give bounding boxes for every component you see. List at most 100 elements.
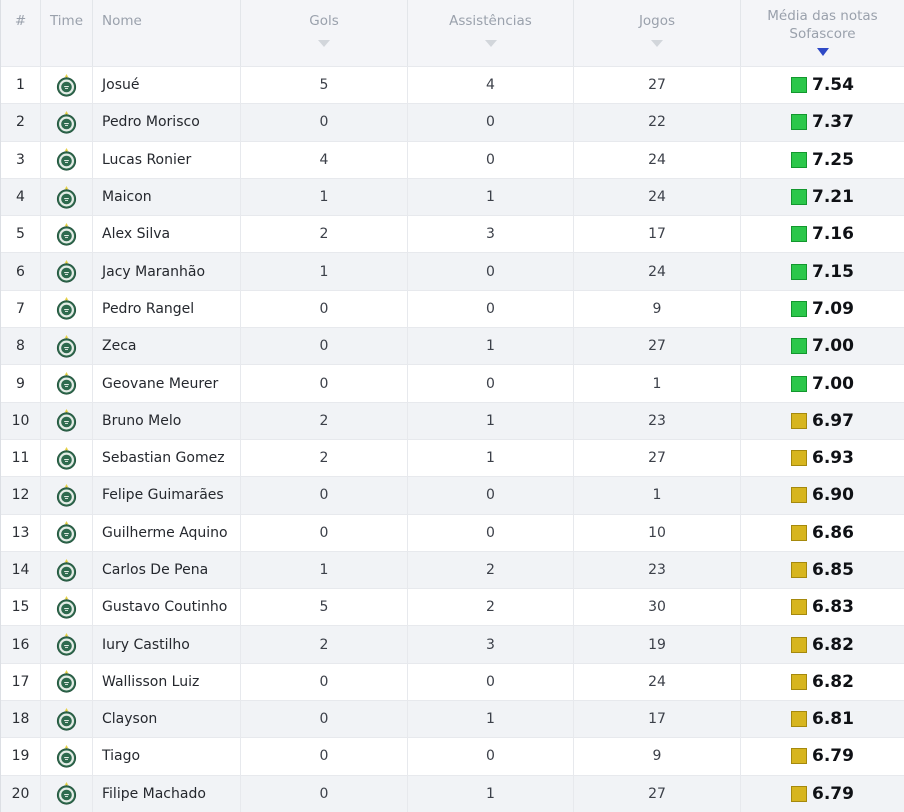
player-goals: 0	[241, 365, 408, 402]
table-row[interactable]: 17 Wallisson Luiz 0 0 24 6.82	[1, 662, 904, 701]
player-rank: 2	[1, 104, 41, 141]
team-cell	[41, 738, 93, 775]
player-name: Josué	[93, 67, 241, 104]
sort-descending-icon	[484, 39, 497, 47]
team-cell	[41, 439, 93, 477]
table-row[interactable]: 7 Pedro Rangel 0 0 9 7.09	[1, 289, 904, 328]
player-games: 24	[574, 663, 741, 701]
player-games: 1	[574, 365, 741, 402]
table-row[interactable]: 11 Sebastian Gomez 2 1 27 6.93	[1, 438, 904, 477]
player-goals: 2	[241, 439, 408, 477]
column-header-rating[interactable]: Média das notas Sofascore	[741, 0, 904, 66]
column-header-games[interactable]: Jogos	[574, 0, 741, 66]
player-rank: 18	[1, 701, 41, 738]
team-cell	[41, 328, 93, 365]
table-row[interactable]: 18 Clayson 0 1 17 6.81	[1, 700, 904, 738]
rank-header-label: #	[14, 13, 27, 29]
rating-badge: 6.90	[741, 477, 904, 513]
player-assists: 1	[408, 402, 574, 439]
assists-header-label: Assistências	[449, 13, 532, 29]
player-games: 24	[574, 141, 741, 178]
table-row[interactable]: 3 Lucas Ronier 4 0 24 7.25	[1, 140, 904, 178]
rating-value: 7.25	[812, 149, 854, 170]
coritiba-crest-icon	[56, 148, 77, 171]
rating-square-icon	[791, 77, 808, 94]
table-row[interactable]: 9 Geovane Meurer 0 0 1 7.00	[1, 364, 904, 402]
table-row[interactable]: 16 Iury Castilho 2 3 19 6.82	[1, 625, 904, 663]
player-name: Carlos De Pena	[93, 551, 241, 589]
team-cell	[41, 701, 93, 738]
sort-descending-icon	[651, 39, 663, 47]
column-header-rank: #	[1, 0, 41, 66]
team-cell	[41, 290, 93, 328]
rating-value: 7.16	[812, 224, 854, 245]
table-row[interactable]: 15 Gustavo Coutinho 5 2 30 6.83	[1, 588, 904, 626]
rating-value: 6.82	[812, 671, 854, 692]
player-games: 22	[574, 104, 741, 141]
player-goals: 2	[241, 216, 408, 253]
table-row[interactable]: 13 Guilherme Aquino 0 0 10 6.86	[1, 513, 904, 551]
rating-badge: 7.37	[741, 104, 904, 140]
table-row[interactable]: 5 Alex Silva 2 3 17 7.16	[1, 215, 904, 253]
coritiba-crest-icon	[56, 73, 77, 97]
player-games: 23	[574, 402, 741, 439]
player-name: Filipe Machado	[93, 775, 241, 812]
player-name: Bruno Melo	[93, 402, 241, 439]
rating-square-icon	[791, 562, 808, 578]
coritiba-crest-icon	[56, 409, 77, 432]
player-assists: 1	[408, 328, 574, 365]
team-cell	[41, 663, 93, 701]
player-assists: 0	[408, 477, 574, 514]
rating-badge: 7.16	[741, 216, 904, 252]
player-assists: 2	[408, 551, 574, 589]
table-row[interactable]: 8 Zeca 0 1 27 7.00	[1, 327, 904, 365]
team-cell	[41, 626, 93, 663]
player-goals: 4	[241, 141, 408, 178]
active-sort-descending-icon	[816, 48, 829, 57]
player-games: 27	[574, 439, 741, 477]
table-row[interactable]: 4 Maicon 1 1 24 7.21	[1, 177, 904, 216]
column-header-assists[interactable]: Assistências	[408, 0, 574, 66]
player-name: Iury Castilho	[93, 626, 241, 663]
rating-square-icon	[791, 300, 808, 317]
table-row[interactable]: 19 Tiago 0 0 9 6.79	[1, 737, 904, 775]
team-header-label: Time	[49, 13, 84, 29]
rating-square-icon	[791, 263, 808, 280]
player-goals: 1	[241, 253, 408, 290]
player-name: Gustavo Coutinho	[93, 589, 241, 626]
rating-badge: 7.09	[741, 291, 904, 327]
rating-badge: 7.54	[741, 67, 904, 103]
coritiba-crest-icon	[56, 782, 77, 805]
player-name: Felipe Guimarães	[93, 477, 241, 514]
rating-badge: 6.82	[741, 664, 904, 700]
rating-square-icon	[791, 450, 808, 467]
player-assists: 0	[408, 514, 574, 551]
coritiba-crest-icon	[56, 483, 77, 507]
coritiba-crest-icon	[56, 558, 77, 582]
team-cell	[41, 104, 93, 141]
rating-square-icon	[791, 226, 808, 243]
column-header-goals[interactable]: Gols	[241, 0, 408, 66]
table-row[interactable]: 12 Felipe Guimarães 0 0 1 6.90	[1, 476, 904, 514]
table-row[interactable]: 10 Bruno Melo 2 1 23 6.97	[1, 401, 904, 439]
player-assists: 1	[408, 439, 574, 477]
table-row[interactable]: 6 Jacy Maranhão 1 0 24 7.15	[1, 252, 904, 290]
rating-value: 7.00	[812, 373, 854, 394]
player-rank: 10	[1, 402, 41, 439]
coritiba-crest-icon	[56, 521, 77, 544]
player-name: Alex Silva	[93, 216, 241, 253]
table-row[interactable]: 14 Carlos De Pena 1 2 23 6.85	[1, 550, 904, 589]
rating-value: 6.83	[812, 597, 854, 618]
table-row[interactable]: 20 Filipe Machado 0 1 27 6.79	[1, 774, 904, 812]
table-row[interactable]: 1 Josué 5 4 27 7.54	[1, 66, 904, 104]
table-row[interactable]: 2 Pedro Morisco 0 0 22 7.37	[1, 103, 904, 141]
player-assists: 0	[408, 365, 574, 402]
player-name: Wallisson Luiz	[93, 663, 241, 701]
player-assists: 0	[408, 290, 574, 328]
rating-square-icon	[791, 338, 808, 355]
player-games: 17	[574, 701, 741, 738]
player-goals: 0	[241, 514, 408, 551]
player-assists: 1	[408, 178, 574, 216]
team-cell	[41, 402, 93, 439]
sort-descending-icon	[318, 39, 330, 47]
